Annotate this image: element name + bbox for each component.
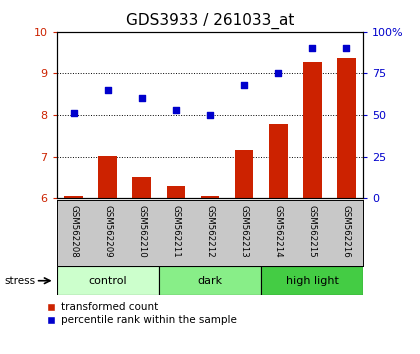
Point xyxy=(309,46,315,51)
Text: GSM562210: GSM562210 xyxy=(137,205,146,258)
Text: GSM562213: GSM562213 xyxy=(239,205,249,258)
Point xyxy=(173,107,179,113)
Text: dark: dark xyxy=(197,276,223,286)
Text: GSM562212: GSM562212 xyxy=(205,205,215,258)
Text: stress: stress xyxy=(4,276,35,286)
Text: GDS3933 / 261033_at: GDS3933 / 261033_at xyxy=(126,12,294,29)
Text: GSM562211: GSM562211 xyxy=(171,205,181,258)
Point xyxy=(71,110,77,116)
Point xyxy=(275,70,281,76)
Bar xyxy=(167,186,185,198)
Text: GSM562214: GSM562214 xyxy=(274,205,283,258)
Point xyxy=(105,87,111,93)
Bar xyxy=(269,124,288,198)
Text: GSM562215: GSM562215 xyxy=(308,205,317,258)
Bar xyxy=(337,58,356,198)
Bar xyxy=(57,266,159,295)
Text: GSM562208: GSM562208 xyxy=(69,205,78,258)
Bar xyxy=(201,196,219,198)
Text: control: control xyxy=(89,276,127,286)
Text: GSM562209: GSM562209 xyxy=(103,205,112,258)
Text: GSM562216: GSM562216 xyxy=(342,205,351,258)
Bar xyxy=(303,62,322,198)
Point xyxy=(241,82,247,88)
Legend: transformed count, percentile rank within the sample: transformed count, percentile rank withi… xyxy=(47,302,236,325)
Bar xyxy=(159,266,261,295)
Bar xyxy=(261,266,363,295)
Bar xyxy=(132,177,151,198)
Bar xyxy=(64,196,83,198)
Bar xyxy=(235,150,253,198)
Bar xyxy=(98,156,117,198)
Text: high light: high light xyxy=(286,276,339,286)
Point xyxy=(207,112,213,118)
Point xyxy=(343,46,349,51)
Point xyxy=(139,96,145,101)
